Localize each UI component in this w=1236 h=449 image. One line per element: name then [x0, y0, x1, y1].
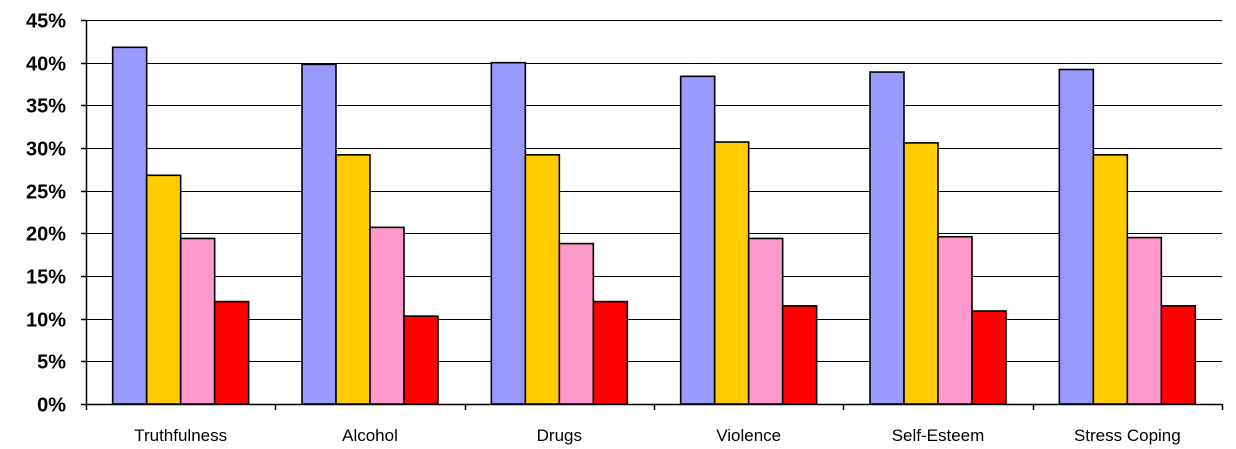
y-tick-label: 25%: [26, 182, 66, 204]
bars: [111, 46, 1197, 405]
y-tick-label: 35%: [26, 96, 66, 118]
bar: [558, 242, 595, 405]
bar: [145, 174, 182, 405]
x-tick-label: Truthfulness: [134, 426, 227, 445]
x-axis-tick-labels: Truthfulness Alcohol Drugs Violence Self-Est…: [134, 426, 1181, 445]
bar: [971, 310, 1007, 405]
x-tick-label: Alcohol: [342, 426, 398, 445]
bar: [679, 75, 716, 405]
y-tick-label: 15%: [26, 267, 66, 289]
y-tick-label: 30%: [26, 139, 66, 161]
bar: [403, 315, 439, 405]
gridlines: [86, 20, 1222, 362]
y-tick-label: 5%: [37, 352, 66, 374]
y-axis-tick-labels: 0% 5% 10% 15% 20% 25% 30% 35% 40% 45%: [26, 11, 66, 417]
bar: [111, 46, 148, 405]
bar: [213, 300, 250, 405]
bar: [490, 61, 527, 405]
x-tick-label: Self-Esteem: [892, 426, 985, 445]
bar: [592, 300, 629, 405]
bar: [1160, 305, 1197, 405]
x-tick-label: Violence: [716, 426, 781, 445]
bar: [937, 235, 973, 405]
bar: [747, 237, 784, 405]
bar: [1092, 154, 1129, 405]
y-tick-label: 20%: [26, 224, 66, 246]
bar: [335, 154, 371, 405]
bar: [869, 71, 905, 405]
x-tick-label: Drugs: [537, 426, 582, 445]
bar: [903, 142, 939, 405]
y-tick-label: 0%: [37, 395, 66, 417]
y-tick-label: 45%: [26, 11, 66, 33]
bar: [1058, 68, 1095, 405]
x-tick-label: Stress Coping: [1074, 426, 1181, 445]
bar: [1126, 236, 1163, 405]
y-tick-label: 10%: [26, 310, 66, 332]
bar: [781, 305, 818, 405]
bar: [179, 237, 216, 405]
bar: [713, 141, 750, 405]
bar: [369, 226, 405, 405]
bar: [524, 154, 561, 405]
y-tick-label: 40%: [26, 54, 66, 76]
axes: [81, 19, 1224, 410]
bar: [301, 63, 337, 405]
